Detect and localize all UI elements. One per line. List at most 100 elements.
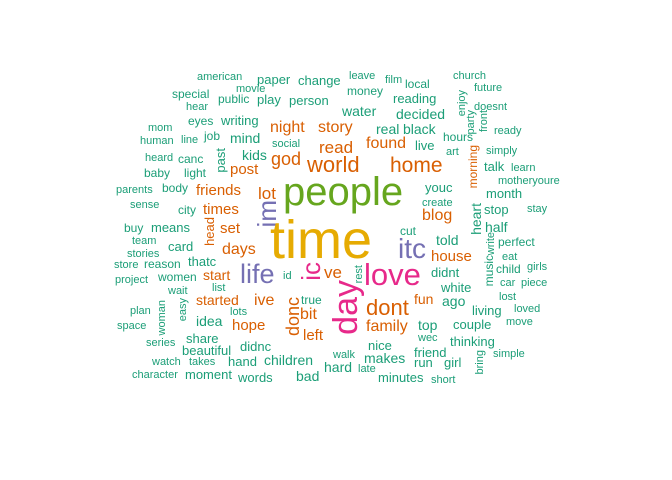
word: set — [220, 220, 241, 237]
word: cut — [400, 224, 417, 238]
word: buy — [124, 221, 144, 235]
word: makes — [364, 350, 406, 366]
word: live — [415, 138, 435, 153]
word: money — [347, 84, 384, 98]
word: series — [146, 337, 176, 349]
word: stop — [484, 202, 509, 217]
word: itc — [398, 233, 426, 264]
word: world — [307, 152, 360, 177]
word: light — [184, 166, 207, 180]
word: stories — [127, 248, 160, 260]
word: public — [218, 92, 250, 106]
word: start — [203, 267, 231, 283]
word: morning — [466, 145, 480, 189]
word: real — [376, 121, 400, 137]
word: lost — [499, 291, 517, 303]
word: wait — [168, 285, 188, 297]
word: minutes — [378, 370, 424, 385]
word: wec — [418, 332, 438, 344]
word: car — [500, 277, 516, 289]
word: thatc — [188, 254, 217, 269]
word: nice — [368, 338, 392, 353]
word: heard — [145, 152, 174, 164]
word: piece — [521, 277, 548, 289]
word: short — [431, 374, 456, 386]
word: project — [115, 274, 149, 286]
word: create — [422, 197, 453, 209]
word: late — [358, 363, 376, 375]
word: learn — [511, 162, 536, 174]
word: run — [414, 355, 433, 370]
word: time — [270, 210, 373, 270]
word: party — [465, 110, 477, 135]
word: social — [272, 138, 301, 150]
word: true — [301, 293, 322, 307]
word: plan — [130, 305, 151, 317]
word: character — [132, 369, 178, 381]
word: list — [212, 282, 226, 294]
word: perfect — [498, 235, 535, 249]
word: fun — [414, 291, 434, 307]
word: lots — [230, 306, 248, 318]
word: line — [181, 134, 199, 146]
word: heart — [468, 203, 484, 235]
word: hear — [186, 101, 209, 113]
word: film — [385, 74, 403, 86]
word: job — [204, 129, 221, 143]
word: change — [298, 73, 341, 88]
word: water — [342, 103, 377, 119]
word: told — [436, 232, 459, 248]
word: ve — [324, 263, 342, 282]
word: past — [213, 148, 228, 173]
word: woman — [156, 300, 168, 336]
word: card — [168, 239, 194, 254]
word: idea — [196, 313, 223, 329]
word: friend — [414, 345, 447, 360]
word: movie — [236, 83, 266, 95]
word: days — [222, 241, 256, 258]
word: american — [197, 71, 243, 83]
word: special — [172, 87, 210, 101]
word: home — [390, 154, 443, 177]
word: human — [140, 135, 174, 147]
word: canc — [178, 152, 204, 166]
word: doesnt — [474, 101, 508, 113]
word: youc — [425, 180, 453, 195]
word: city — [178, 203, 196, 217]
word: head — [202, 217, 217, 246]
word: ready — [494, 125, 522, 137]
word: bit — [300, 306, 317, 323]
word: id — [283, 270, 292, 282]
word: family — [366, 318, 408, 335]
word: read — [319, 138, 354, 157]
word: mom — [148, 122, 173, 134]
word: couple — [453, 317, 492, 332]
word: takes — [189, 356, 216, 368]
word: blog — [422, 207, 453, 224]
word: thinking — [450, 334, 495, 349]
word: leave — [349, 70, 376, 82]
word: left — [303, 327, 324, 344]
word: talk — [484, 159, 505, 174]
word: music — [482, 255, 496, 287]
word: hours — [443, 130, 474, 144]
word: lot — [258, 184, 276, 203]
word: black — [403, 121, 436, 137]
word: walk — [333, 349, 356, 361]
word: art — [446, 146, 459, 158]
word: bad — [296, 368, 320, 384]
word: body — [162, 181, 189, 195]
word: god — [271, 149, 302, 169]
word: baby — [144, 166, 171, 180]
word: eat — [502, 251, 518, 263]
word: white — [441, 280, 472, 295]
word: found — [366, 135, 407, 152]
word: ago — [442, 293, 466, 309]
word: dont — [366, 295, 409, 320]
word: decided — [396, 106, 446, 122]
word: share — [186, 331, 219, 346]
word: girl — [444, 355, 462, 370]
word: friends — [196, 182, 242, 199]
word: donc — [283, 297, 303, 337]
word: life — [240, 259, 275, 289]
